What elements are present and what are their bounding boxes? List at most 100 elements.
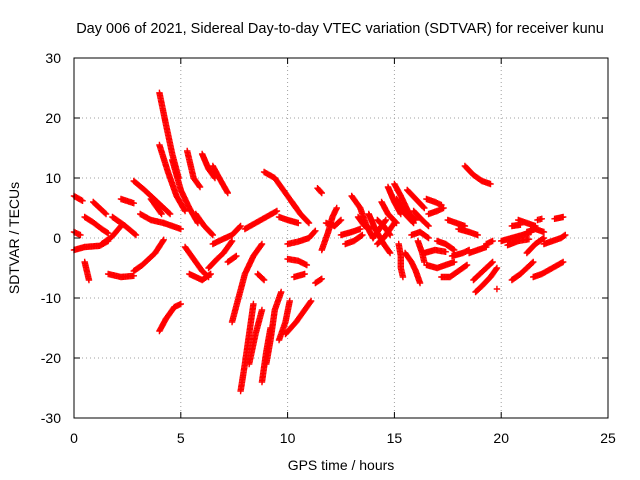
data-point <box>492 265 500 273</box>
data-point <box>359 231 366 239</box>
data-point <box>540 234 548 242</box>
data-point <box>489 258 496 266</box>
x-tick-label: 25 <box>600 430 616 446</box>
y-tick-label: -30 <box>41 410 61 426</box>
data-point <box>131 230 139 238</box>
data-point <box>132 231 140 239</box>
data-point <box>157 209 164 217</box>
data-point <box>181 206 188 213</box>
y-tick-label: 10 <box>45 170 61 186</box>
data-point <box>493 264 501 272</box>
data-point <box>233 252 240 260</box>
data-point <box>301 270 308 278</box>
y-tick-label: 30 <box>45 50 61 66</box>
data-point <box>224 189 231 197</box>
data-point <box>337 216 345 224</box>
data-point <box>85 276 93 284</box>
y-tick-labels: -30 -20 -10 0 10 20 30 <box>41 50 61 426</box>
data-point <box>277 288 285 296</box>
data-point <box>228 237 236 245</box>
data-point <box>177 225 184 233</box>
data-point <box>559 213 567 221</box>
data-point <box>530 258 537 266</box>
x-axis-label: GPS time / hours <box>288 457 395 473</box>
data-point <box>158 210 165 218</box>
data-point <box>489 237 496 245</box>
data-point <box>386 230 393 238</box>
data-point <box>259 275 267 283</box>
data-point <box>487 180 494 188</box>
data-point <box>559 258 567 266</box>
data-point <box>416 279 424 287</box>
y-tick-label: 0 <box>53 230 61 246</box>
data-point <box>159 237 167 245</box>
data-point <box>529 259 536 267</box>
x-tick-label: 20 <box>493 430 509 446</box>
data-point <box>209 231 217 239</box>
data-point <box>357 225 364 233</box>
data-point <box>307 298 314 306</box>
data-point <box>237 222 244 230</box>
data-point <box>273 207 281 215</box>
data-point <box>160 236 167 243</box>
x-tick-label: 5 <box>177 430 185 446</box>
data-point <box>440 204 447 212</box>
data-point <box>358 232 365 239</box>
data-point <box>181 207 189 215</box>
data-point <box>260 276 268 284</box>
data-point <box>336 217 344 225</box>
x-tick-label: 10 <box>280 430 296 446</box>
axis-ticks <box>73 57 609 419</box>
data-point <box>196 182 203 190</box>
x-tick-label: 15 <box>387 430 403 446</box>
data-point <box>421 204 428 212</box>
data-point <box>425 234 432 242</box>
data-point <box>206 271 213 278</box>
data-point <box>420 203 427 211</box>
data-point <box>317 188 325 196</box>
data-point <box>386 249 394 257</box>
data-point <box>442 248 449 255</box>
data-point <box>304 218 312 226</box>
y-tick-label: 20 <box>45 110 61 126</box>
data-point <box>424 234 431 241</box>
data-point <box>409 218 416 226</box>
data-point <box>208 230 216 238</box>
data-point <box>102 210 110 218</box>
data-point <box>79 197 86 204</box>
data-point <box>562 231 569 239</box>
data-point <box>474 231 481 239</box>
data-point <box>525 236 533 243</box>
data-point <box>166 210 174 218</box>
data-point <box>382 216 390 224</box>
data-point <box>104 230 112 237</box>
data-point <box>318 189 325 197</box>
data-point <box>250 300 257 308</box>
data-point <box>410 219 417 227</box>
data-point <box>488 259 495 267</box>
data-point <box>223 188 231 195</box>
data-point <box>312 227 319 234</box>
data-point <box>307 297 315 305</box>
data-point <box>311 228 318 236</box>
data-point <box>177 300 184 308</box>
chart-title: Day 006 of 2021, Sidereal Day-to-day VTE… <box>76 21 604 37</box>
data-point <box>258 240 266 248</box>
data-point <box>399 273 407 281</box>
data-point <box>318 275 325 282</box>
data-point <box>207 270 214 278</box>
data-point <box>424 221 431 229</box>
data-point <box>393 219 400 227</box>
data-point <box>451 258 458 266</box>
data-point <box>295 219 302 227</box>
data-point <box>196 183 204 191</box>
data-point <box>449 246 457 253</box>
data-point <box>257 241 265 249</box>
data-point <box>232 253 239 260</box>
data-points <box>70 89 569 395</box>
y-axis-label: SDTVAR / TECUs <box>6 182 22 294</box>
data-point <box>305 219 313 227</box>
data-point <box>333 204 340 212</box>
data-point <box>463 261 471 269</box>
